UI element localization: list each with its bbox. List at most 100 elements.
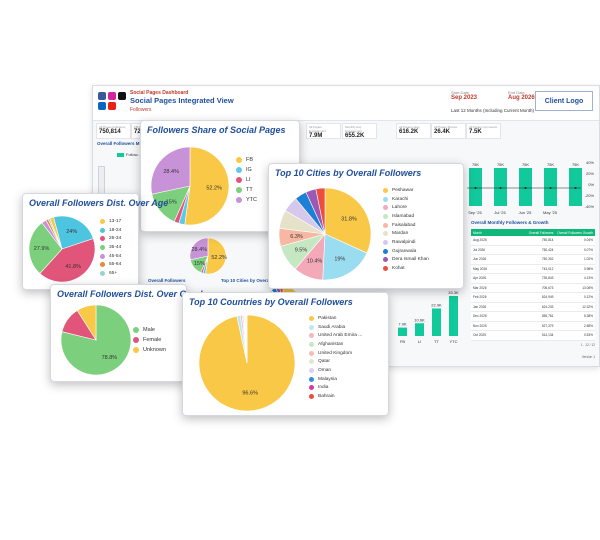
platform-bar[interactable] <box>449 296 458 336</box>
platform-bar[interactable] <box>398 327 407 336</box>
legend-item[interactable]: Rawalpindi <box>383 238 429 247</box>
table-cell: 624,233 <box>541 304 554 309</box>
legend-item[interactable]: 25-34 <box>100 234 121 243</box>
pie-slice[interactable] <box>28 222 63 274</box>
legend-item[interactable]: Oman <box>309 366 362 375</box>
table-cell: Jul 2026 <box>473 247 486 252</box>
pie-slice[interactable] <box>39 238 96 283</box>
table-pager[interactable]: 1 - 12 / 12 <box>580 342 595 347</box>
legend-swatch <box>100 227 105 233</box>
legend-item[interactable]: 35-44 <box>100 243 121 252</box>
platform-bar[interactable] <box>415 323 424 336</box>
pie-slice[interactable] <box>322 233 368 281</box>
legend-item[interactable]: LI <box>236 175 257 185</box>
legend-item[interactable]: 18-24 <box>100 226 121 235</box>
kpi-tile: Monthly Avg Engagement 655.2K <box>342 123 377 139</box>
legend-label: 13-17 <box>109 218 122 224</box>
kpi-label: Monthly Avg Engagement <box>345 125 363 133</box>
pie-slice[interactable] <box>184 146 230 226</box>
legend-item[interactable]: Pakistan <box>309 314 362 323</box>
legend-label: Rawalpindi <box>392 239 416 245</box>
pie-slice[interactable] <box>150 146 191 195</box>
pie-slice[interactable] <box>205 237 227 275</box>
legend-item[interactable]: India <box>309 384 362 393</box>
table-cell: Jun 2026 <box>473 257 487 262</box>
pie-slice[interactable] <box>315 187 326 235</box>
legend-item[interactable]: 55-64 <box>100 260 121 269</box>
legend-item[interactable]: Afghanistan <box>309 340 362 349</box>
legend-swatch <box>383 187 388 193</box>
kpi-tile: All Pages Likes 616.2K <box>396 123 431 139</box>
pie-slice[interactable] <box>53 215 94 250</box>
platform-bar[interactable] <box>432 308 441 336</box>
col-growth[interactable]: Overall Followers Growth <box>557 230 593 235</box>
table-cell: 2.58% <box>583 323 593 328</box>
table-row: Oct 2025 514,134 0.53% <box>471 331 595 341</box>
slice-label: 24% <box>66 229 77 235</box>
legend-item[interactable]: Saudi Arabia <box>309 323 362 332</box>
legend-swatch <box>383 196 388 202</box>
legend-item[interactable]: United Arab Emira ... <box>309 331 362 340</box>
start-date-control[interactable]: Start Date Sep 2023 <box>451 90 477 101</box>
pie-slice[interactable] <box>47 218 63 250</box>
legend-item[interactable]: Kohat <box>383 264 429 273</box>
legend-item[interactable]: Unknown <box>133 345 166 355</box>
table-cell: 555,781 <box>541 314 554 319</box>
age-dist-legend: 13-17 18-24 25-34 35-44 45-54 55-64 65+ <box>100 217 121 278</box>
table-row: Aug 2026 750,814 0.04% <box>471 236 595 246</box>
legend-item[interactable]: Female <box>133 335 166 345</box>
col-month[interactable]: Month <box>473 230 482 235</box>
legend-item[interactable]: TT <box>236 185 257 195</box>
pie-slice[interactable] <box>324 187 372 254</box>
col-overall-followers[interactable]: Overall Followers <box>528 230 554 235</box>
table-row: Nov 2025 527,379 2.58% <box>471 321 595 331</box>
tiktok-icon[interactable] <box>118 92 126 100</box>
legend-item[interactable]: Bahrain <box>309 392 362 401</box>
followers-share-legend: FB IG LI TT YTC <box>236 155 257 205</box>
period-note: Last 12 Months (Including Current Month) <box>451 108 535 113</box>
legend-label: United Kingdom <box>318 350 353 356</box>
facebook-icon[interactable] <box>98 92 106 100</box>
legend-item[interactable]: 65+ <box>100 269 121 278</box>
legend-item[interactable]: 13-17 <box>100 217 121 226</box>
dashboard-subtitle: Followers <box>130 107 152 113</box>
legend-item[interactable]: Mardan <box>383 229 429 238</box>
kpi-label: All Pages Comments <box>469 125 498 129</box>
legend-label: 35-44 <box>109 244 122 250</box>
legend-item[interactable]: FB <box>236 155 257 165</box>
legend-item[interactable]: Gujranwala <box>383 247 429 256</box>
legend-item[interactable]: Peshawar <box>383 186 429 195</box>
y-tick-label: 20% <box>586 171 594 176</box>
end-date-control[interactable]: End Date Aug 2026 <box>508 90 535 101</box>
legend-label: Oman <box>318 367 332 373</box>
linkedin-icon[interactable] <box>98 102 106 110</box>
slice-label: 78.8% <box>102 355 118 361</box>
table-row: Mar 2026 706,673 13.08% <box>471 283 595 293</box>
legend-item[interactable]: Islamabad <box>383 212 429 221</box>
legend-item[interactable]: Malaysia <box>309 375 362 384</box>
legend-item[interactable]: 45-54 <box>100 252 121 261</box>
youtube-icon[interactable] <box>108 102 116 110</box>
slice-label: 9.5% <box>295 247 308 253</box>
top-countries-card: Top 10 Countries by Overall Followers 96… <box>182 292 389 416</box>
start-date-label: Start Date <box>451 90 470 95</box>
legend-item[interactable]: Lahore <box>383 203 429 212</box>
gender-dist-card: Overall Followers Dist. Over Gender 78.8… <box>50 284 211 382</box>
pie-slice[interactable] <box>76 304 97 342</box>
legend-item[interactable]: Qatar <box>309 357 362 366</box>
legend-item[interactable]: Karachi <box>383 195 429 204</box>
legend-item[interactable]: Male <box>133 325 166 335</box>
card-title: Followers Share of Social Pages <box>147 125 286 135</box>
legend-item[interactable]: United Kingdom <box>309 349 362 358</box>
instagram-icon[interactable] <box>108 92 116 100</box>
legend-label: Saudi Arabia <box>318 324 346 330</box>
legend-item[interactable]: IG <box>236 165 257 175</box>
table-cell: 750,424 <box>541 247 554 252</box>
legend-item[interactable]: Faisalabad <box>383 221 429 230</box>
legend-item[interactable]: Dera Ismail Khan <box>383 256 429 265</box>
slice-label: 52.2% <box>206 186 222 192</box>
pie-slice[interactable] <box>189 237 209 261</box>
table-cell: 4.13% <box>583 276 593 281</box>
legend-item[interactable]: YTC <box>236 195 257 205</box>
table-cell: 750,814 <box>541 238 554 243</box>
